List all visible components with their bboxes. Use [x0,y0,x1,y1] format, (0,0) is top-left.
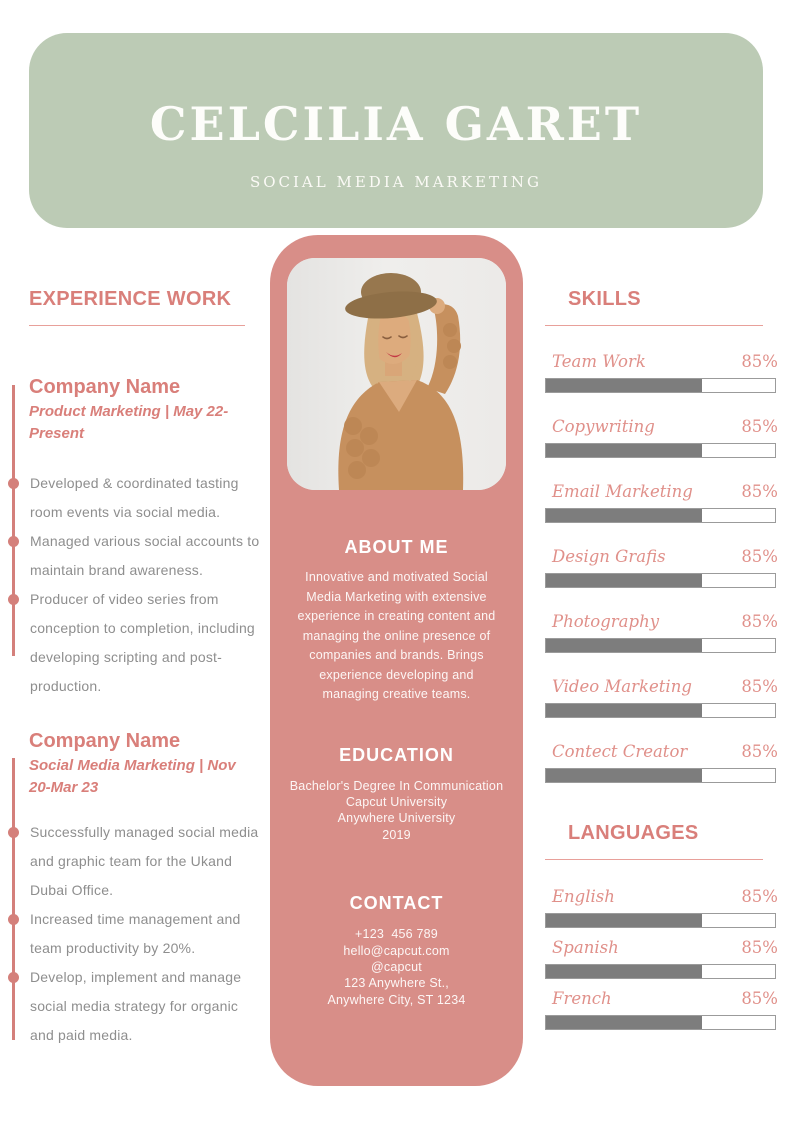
header-banner: CELCILIA GARET SOCIAL MEDIA MARKETING [29,33,763,228]
progress-bar [545,964,776,979]
skill-percent: 85% [741,352,778,371]
progress-bar [545,638,776,653]
skill-percent: 85% [741,547,778,566]
skills-section: SKILLS Team Work 85% Copywriting 85% Email… [545,288,778,1040]
skill-item: Contect Creator 85% [545,742,778,783]
job-bullet: Successfully managed social media and gr… [8,818,261,905]
job-bullet: Producer of video series from conception… [8,585,261,701]
skill-label: Photography [552,612,660,631]
progress-bar-fill [546,704,702,717]
progress-bar-fill [546,965,702,978]
skill-label: Contect Creator [552,742,688,761]
skills-heading: SKILLS [568,288,641,310]
progress-bar [545,703,776,718]
language-item: Spanish 85% [545,938,778,979]
portrait-photo [287,258,506,490]
name-title: CELCILIA GARET [149,97,643,151]
skill-item: Copywriting 85% [545,417,778,458]
contact-address-line-2: Anywhere City, ST 1234 [327,992,466,1007]
skill-label: Email Marketing [552,482,693,501]
contact-heading: CONTACT [349,893,444,914]
skill-percent: 85% [741,677,778,696]
progress-bar [545,913,776,928]
contact-details: +123 456 789 hello@capcut.com @capcut 12… [270,926,523,1008]
education-heading: EDUCATION [339,744,454,765]
skill-label: Team Work [552,352,646,371]
about-heading: ABOUT ME [344,537,449,557]
experience-section: EXPERIENCE WORK Company Name Product Mar… [8,288,261,1043]
education-details: Bachelor's Degree In Communication Capcu… [270,778,523,844]
job-role-dates: Product Marketing | May 22-Present [29,403,229,442]
section-divider [545,859,763,860]
progress-bar [545,573,776,588]
progress-bar-fill [546,509,702,522]
skill-percent: 85% [741,417,778,436]
progress-bar [545,443,776,458]
section-divider [545,325,763,326]
timeline-line [12,758,15,1040]
skills-list: Team Work 85% Copywriting 85% Email Market… [545,352,778,783]
portrait-illustration [287,258,506,490]
job-bullet: Developed & coordinated tasting room eve… [8,469,261,527]
progress-bar-fill [546,574,702,587]
progress-bar [545,508,776,523]
company-name: Company Name [29,376,181,398]
contact-phone: +123 456 789 [355,927,438,942]
progress-bar [545,378,776,393]
skill-item: Photography 85% [545,612,778,653]
language-label: Spanish [552,938,619,957]
language-label: English [552,887,615,906]
job-bullet-list: Successfully managed social media and gr… [8,818,261,1050]
language-item: English 85% [545,887,778,928]
language-percent: 85% [741,938,778,957]
contact-handle: @capcut [371,959,422,974]
skill-percent: 85% [741,742,778,761]
header-subtitle: SOCIAL MEDIA MARKETING [249,173,543,191]
about-text: Innovative and motivated Social Media Ma… [297,570,496,701]
education-university-2: Anywhere University [337,811,456,826]
skill-percent: 85% [741,482,778,501]
languages-heading: LANGUAGES [568,822,699,844]
progress-bar-fill [546,639,702,652]
education-university: Capcut University [345,794,448,809]
progress-bar [545,768,776,783]
job-bullet-list: Developed & coordinated tasting room eve… [8,469,261,701]
progress-bar [545,1015,776,1030]
language-percent: 85% [741,989,778,1008]
job-entry-1: Company Name Product Marketing | May 22-… [8,376,261,701]
skill-item: Team Work 85% [545,352,778,393]
language-item: French 85% [545,989,778,1030]
skill-label: Design Grafis [552,547,666,566]
skill-item: Email Marketing 85% [545,482,778,523]
progress-bar-fill [546,914,702,927]
timeline-line [12,385,15,656]
skill-label: Video Marketing [552,677,692,696]
experience-heading: EXPERIENCE WORK [29,288,232,310]
education-degree: Bachelor's Degree In Communication [289,778,504,793]
job-bullet: Managed various social accounts to maint… [8,527,261,585]
skill-percent: 85% [741,612,778,631]
job-role-dates: Social Media Marketing | Nov 20-Mar 23 [29,757,236,796]
progress-bar-fill [546,1016,702,1029]
contact-email: hello@capcut.com [343,943,450,958]
company-name: Company Name [29,730,181,752]
contact-address-line-1: 123 Anywhere St., [344,976,449,991]
section-divider [29,325,245,326]
progress-bar-fill [546,769,702,782]
languages-list: English 85% Spanish 85% French 85% [545,887,778,1030]
skill-item: Video Marketing 85% [545,677,778,718]
skill-label: Copywriting [552,417,655,436]
job-bullet: Increased time management and team produ… [8,905,261,963]
education-year: 2019 [382,827,411,842]
profile-panel: ABOUT ME Innovative and motivated Social… [270,235,523,1086]
progress-bar-fill [546,444,702,457]
language-percent: 85% [741,887,778,906]
skill-item: Design Grafis 85% [545,547,778,588]
job-bullet: Develop, implement and manage social med… [8,963,261,1050]
job-entry-2: Company Name Social Media Marketing | No… [8,730,261,1050]
language-label: French [552,989,612,1008]
progress-bar-fill [546,379,702,392]
